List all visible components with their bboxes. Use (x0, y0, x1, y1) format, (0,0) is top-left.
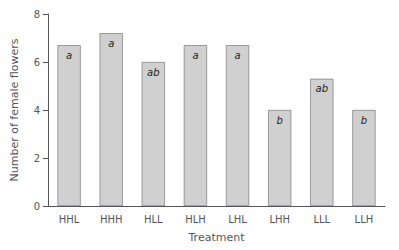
svg-text:a: a (66, 50, 72, 61)
svg-text:Number of female flowers: Number of female flowers (8, 38, 21, 181)
svg-text:a: a (192, 50, 198, 61)
svg-text:0: 0 (34, 201, 40, 212)
svg-text:LLH: LLH (355, 214, 374, 225)
svg-text:ab: ab (316, 83, 328, 94)
svg-text:HHL: HHL (59, 214, 80, 225)
svg-text:LLL: LLL (313, 214, 330, 225)
svg-text:b: b (277, 115, 283, 126)
svg-text:6: 6 (34, 57, 40, 68)
svg-text:HLL: HLL (144, 214, 163, 225)
svg-text:HLH: HLH (185, 214, 206, 225)
svg-text:b: b (361, 115, 367, 126)
svg-text:HHH: HHH (100, 214, 123, 225)
svg-text:LHH: LHH (269, 214, 290, 225)
svg-text:2: 2 (34, 153, 40, 164)
svg-text:a: a (234, 50, 240, 61)
svg-text:LHL: LHL (228, 214, 247, 225)
svg-text:a: a (108, 38, 114, 49)
svg-text:4: 4 (34, 105, 40, 116)
svg-text:Treatment: Treatment (188, 231, 246, 244)
svg-text:ab: ab (147, 67, 159, 78)
svg-text:8: 8 (34, 9, 40, 20)
